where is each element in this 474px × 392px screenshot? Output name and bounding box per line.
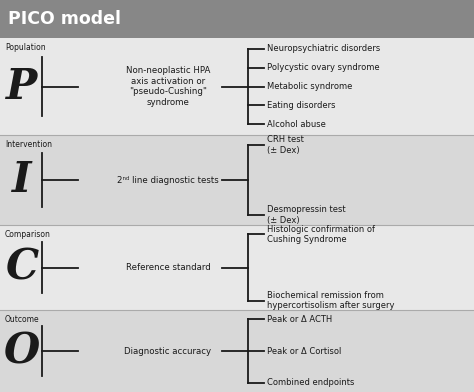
Text: Diagnostic accuracy: Diagnostic accuracy (125, 347, 211, 356)
FancyBboxPatch shape (0, 38, 474, 135)
Text: C: C (5, 247, 38, 289)
Text: P: P (6, 65, 37, 107)
Text: Neuropsychiatric disorders: Neuropsychiatric disorders (267, 44, 380, 53)
Text: Alcohol abuse: Alcohol abuse (267, 120, 326, 129)
Text: O: O (4, 330, 40, 372)
FancyBboxPatch shape (0, 310, 474, 392)
FancyBboxPatch shape (0, 225, 474, 310)
Text: Outcome: Outcome (5, 315, 40, 324)
FancyBboxPatch shape (0, 135, 474, 225)
Text: Population: Population (5, 43, 46, 52)
Text: Histologic confirmation of
Cushing Syndrome: Histologic confirmation of Cushing Syndr… (267, 225, 375, 244)
Text: Biochemical remission from
hypercortisolism after surgery: Biochemical remission from hypercortisol… (267, 291, 394, 310)
Text: 2ⁿᵈ line diagnostic tests: 2ⁿᵈ line diagnostic tests (117, 176, 219, 185)
Text: Combined endpoints: Combined endpoints (267, 379, 355, 387)
Text: Intervention: Intervention (5, 140, 52, 149)
Text: Peak or Δ ACTH: Peak or Δ ACTH (267, 314, 332, 323)
Text: Non-neoplastic HPA
axis activation or
"pseudo-Cushing"
syndrome: Non-neoplastic HPA axis activation or "p… (126, 66, 210, 107)
Text: Reference standard: Reference standard (126, 263, 210, 272)
Text: Peak or Δ Cortisol: Peak or Δ Cortisol (267, 347, 341, 356)
Text: Desmopressin test
(± Dex): Desmopressin test (± Dex) (267, 205, 346, 225)
Text: Polycystic ovary syndrome: Polycystic ovary syndrome (267, 63, 380, 72)
Text: Eating disorders: Eating disorders (267, 101, 336, 110)
Text: Metabolic syndrome: Metabolic syndrome (267, 82, 352, 91)
Text: PICO model: PICO model (8, 10, 121, 28)
Text: I: I (12, 159, 32, 201)
FancyBboxPatch shape (0, 0, 474, 38)
Text: Comparison: Comparison (5, 230, 51, 239)
Text: CRH test
(± Dex): CRH test (± Dex) (267, 135, 304, 154)
